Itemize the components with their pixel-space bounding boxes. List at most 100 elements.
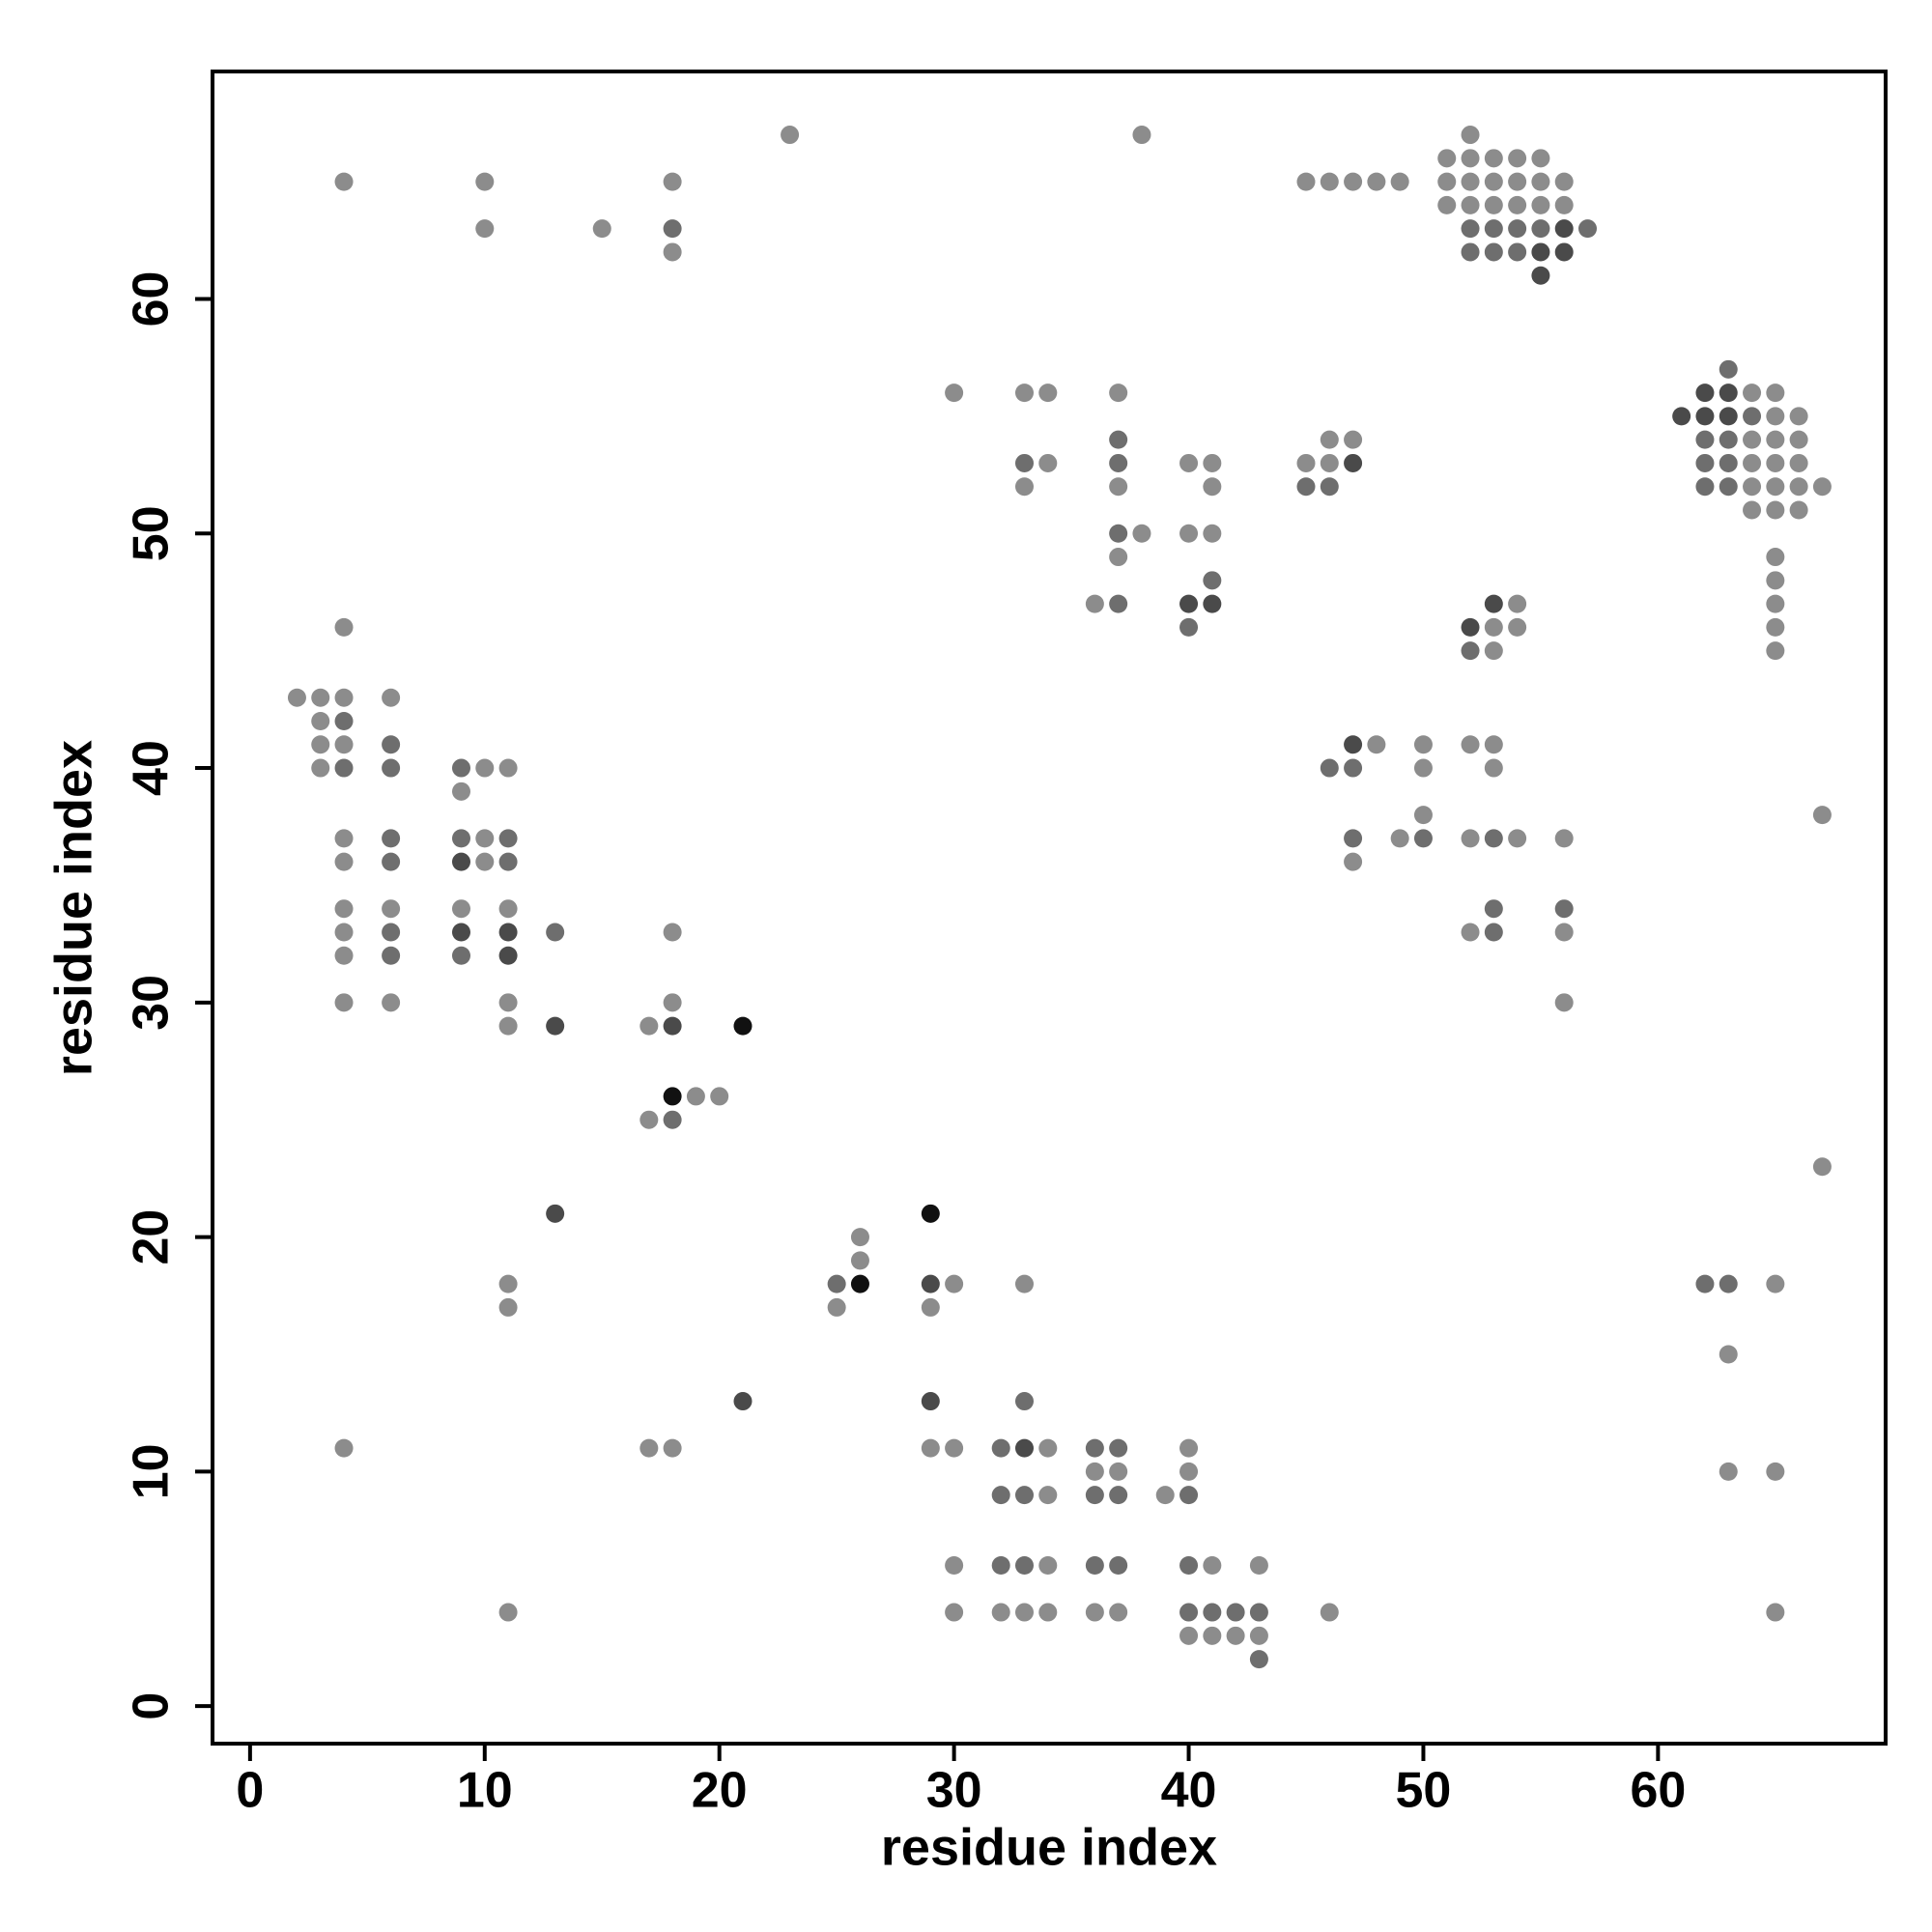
point xyxy=(334,617,354,637)
point xyxy=(1085,1462,1104,1481)
point xyxy=(1484,594,1503,613)
point xyxy=(1179,1603,1199,1622)
x-tick-label: 20 xyxy=(692,1763,748,1819)
point xyxy=(1109,1603,1128,1622)
point xyxy=(1508,149,1527,168)
x-tick-label: 50 xyxy=(1396,1763,1452,1819)
point xyxy=(1203,1626,1222,1645)
point xyxy=(1766,641,1785,661)
point xyxy=(1695,453,1715,472)
point xyxy=(1461,735,1480,754)
point xyxy=(451,758,470,778)
point xyxy=(1014,1603,1034,1622)
point xyxy=(1766,1462,1785,1481)
point xyxy=(1038,1486,1058,1505)
point xyxy=(475,852,495,871)
point xyxy=(1155,1486,1175,1505)
point xyxy=(945,1603,964,1622)
point xyxy=(311,735,330,754)
point xyxy=(1344,758,1363,778)
point xyxy=(1461,923,1480,942)
point xyxy=(1249,1650,1268,1669)
point xyxy=(1766,617,1785,637)
point xyxy=(451,899,470,919)
point xyxy=(1695,407,1715,426)
point xyxy=(850,1251,869,1270)
y-tick-label: 10 xyxy=(124,1443,180,1499)
point xyxy=(1320,430,1339,449)
point xyxy=(1461,242,1480,262)
point xyxy=(663,1087,682,1106)
x-axis-title: residue index xyxy=(881,1818,1217,1876)
point xyxy=(1461,219,1480,239)
point xyxy=(1109,524,1128,543)
point xyxy=(663,1110,682,1129)
y-axis-title: residue index xyxy=(44,740,102,1076)
point xyxy=(1203,477,1222,497)
point xyxy=(311,688,330,707)
point xyxy=(850,1274,869,1293)
point xyxy=(710,1087,729,1106)
point xyxy=(1014,384,1034,403)
point xyxy=(1344,453,1363,472)
point xyxy=(382,688,401,707)
point xyxy=(1179,1626,1199,1645)
point xyxy=(1766,1603,1785,1622)
point xyxy=(1320,1603,1339,1622)
point xyxy=(663,993,682,1012)
point xyxy=(546,1204,565,1223)
point xyxy=(334,899,354,919)
point xyxy=(1531,149,1550,168)
point xyxy=(1014,1438,1034,1458)
point xyxy=(1695,384,1715,403)
y-tick-label: 60 xyxy=(124,271,180,327)
point xyxy=(451,781,470,801)
point xyxy=(1484,758,1503,778)
plot-frame xyxy=(211,70,1888,1746)
point xyxy=(475,172,495,191)
point xyxy=(311,711,330,730)
point xyxy=(1743,500,1762,520)
point xyxy=(663,923,682,942)
point xyxy=(1038,1555,1058,1575)
point xyxy=(1554,899,1574,919)
point xyxy=(1743,477,1762,497)
point xyxy=(1296,453,1316,472)
point xyxy=(1766,453,1785,472)
point xyxy=(334,172,354,191)
point xyxy=(1320,477,1339,497)
point xyxy=(1484,172,1503,191)
point xyxy=(546,1016,565,1036)
point xyxy=(1508,219,1527,239)
point xyxy=(1085,1555,1104,1575)
point xyxy=(1766,430,1785,449)
point xyxy=(1132,524,1151,543)
point xyxy=(1695,477,1715,497)
point xyxy=(1508,195,1527,214)
point xyxy=(1789,430,1808,449)
point xyxy=(1109,594,1128,613)
point xyxy=(1179,617,1199,637)
point xyxy=(1038,1438,1058,1458)
point xyxy=(1743,453,1762,472)
point xyxy=(1812,477,1832,497)
point xyxy=(945,1438,964,1458)
point xyxy=(1014,453,1034,472)
point xyxy=(334,946,354,965)
point xyxy=(921,1274,940,1293)
point xyxy=(1179,524,1199,543)
point xyxy=(498,829,518,848)
point xyxy=(1179,594,1199,613)
point xyxy=(1179,453,1199,472)
point xyxy=(1554,923,1574,942)
point xyxy=(991,1555,1010,1575)
point xyxy=(334,1438,354,1458)
point xyxy=(1789,500,1808,520)
point xyxy=(1531,219,1550,239)
point xyxy=(1789,453,1808,472)
point xyxy=(1179,1555,1199,1575)
point xyxy=(1413,829,1433,848)
y-tick-label: 50 xyxy=(124,505,180,561)
point xyxy=(1038,1603,1058,1622)
point xyxy=(498,852,518,871)
